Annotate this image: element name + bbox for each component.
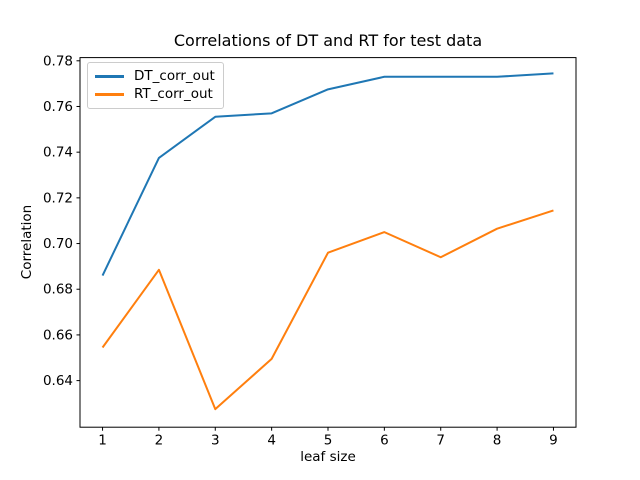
legend: DT_corr_out RT_corr_out (87, 62, 224, 109)
y-tick-label: 0.68 (43, 282, 73, 298)
data-line-DT_corr_out (101, 72, 554, 276)
x-tick-label: 6 (380, 433, 389, 449)
y-tick-label: 0.76 (43, 99, 73, 115)
legend-line-sample-rt (95, 93, 124, 97)
chart-title: Correlations of DT and RT for test data (173, 31, 483, 50)
x-axis-label: leaf size (300, 449, 356, 465)
legend-label-rt: RT_corr_out (134, 86, 213, 102)
x-tick-label: 1 (98, 433, 107, 449)
x-tick-label: 4 (267, 433, 276, 449)
y-tick-label: 0.74 (43, 145, 73, 161)
y-tick-label: 0.72 (43, 190, 73, 206)
y-tick-label: 0.66 (43, 327, 73, 343)
y-tick-label: 0.70 (43, 236, 73, 252)
y-axis-label: Correlation (19, 204, 35, 280)
legend-label-dt: DT_corr_out (134, 67, 215, 84)
x-tick-label: 3 (211, 433, 220, 449)
legend-item-dt: DT_corr_out (95, 67, 215, 86)
data-line-RT_corr_out (101, 209, 554, 411)
y-tick-label: 0.64 (43, 373, 73, 389)
legend-item-rt: RT_corr_out (95, 86, 215, 105)
x-tick-label: 2 (155, 433, 164, 449)
x-tick-label: 8 (493, 433, 502, 449)
axes-spines (79, 57, 577, 428)
y-tick-label: 0.78 (43, 53, 73, 69)
legend-line-sample-dt (95, 74, 124, 78)
x-tick-label: 7 (436, 433, 445, 449)
x-tick-label: 5 (324, 433, 333, 449)
x-tick-label: 9 (549, 433, 558, 449)
